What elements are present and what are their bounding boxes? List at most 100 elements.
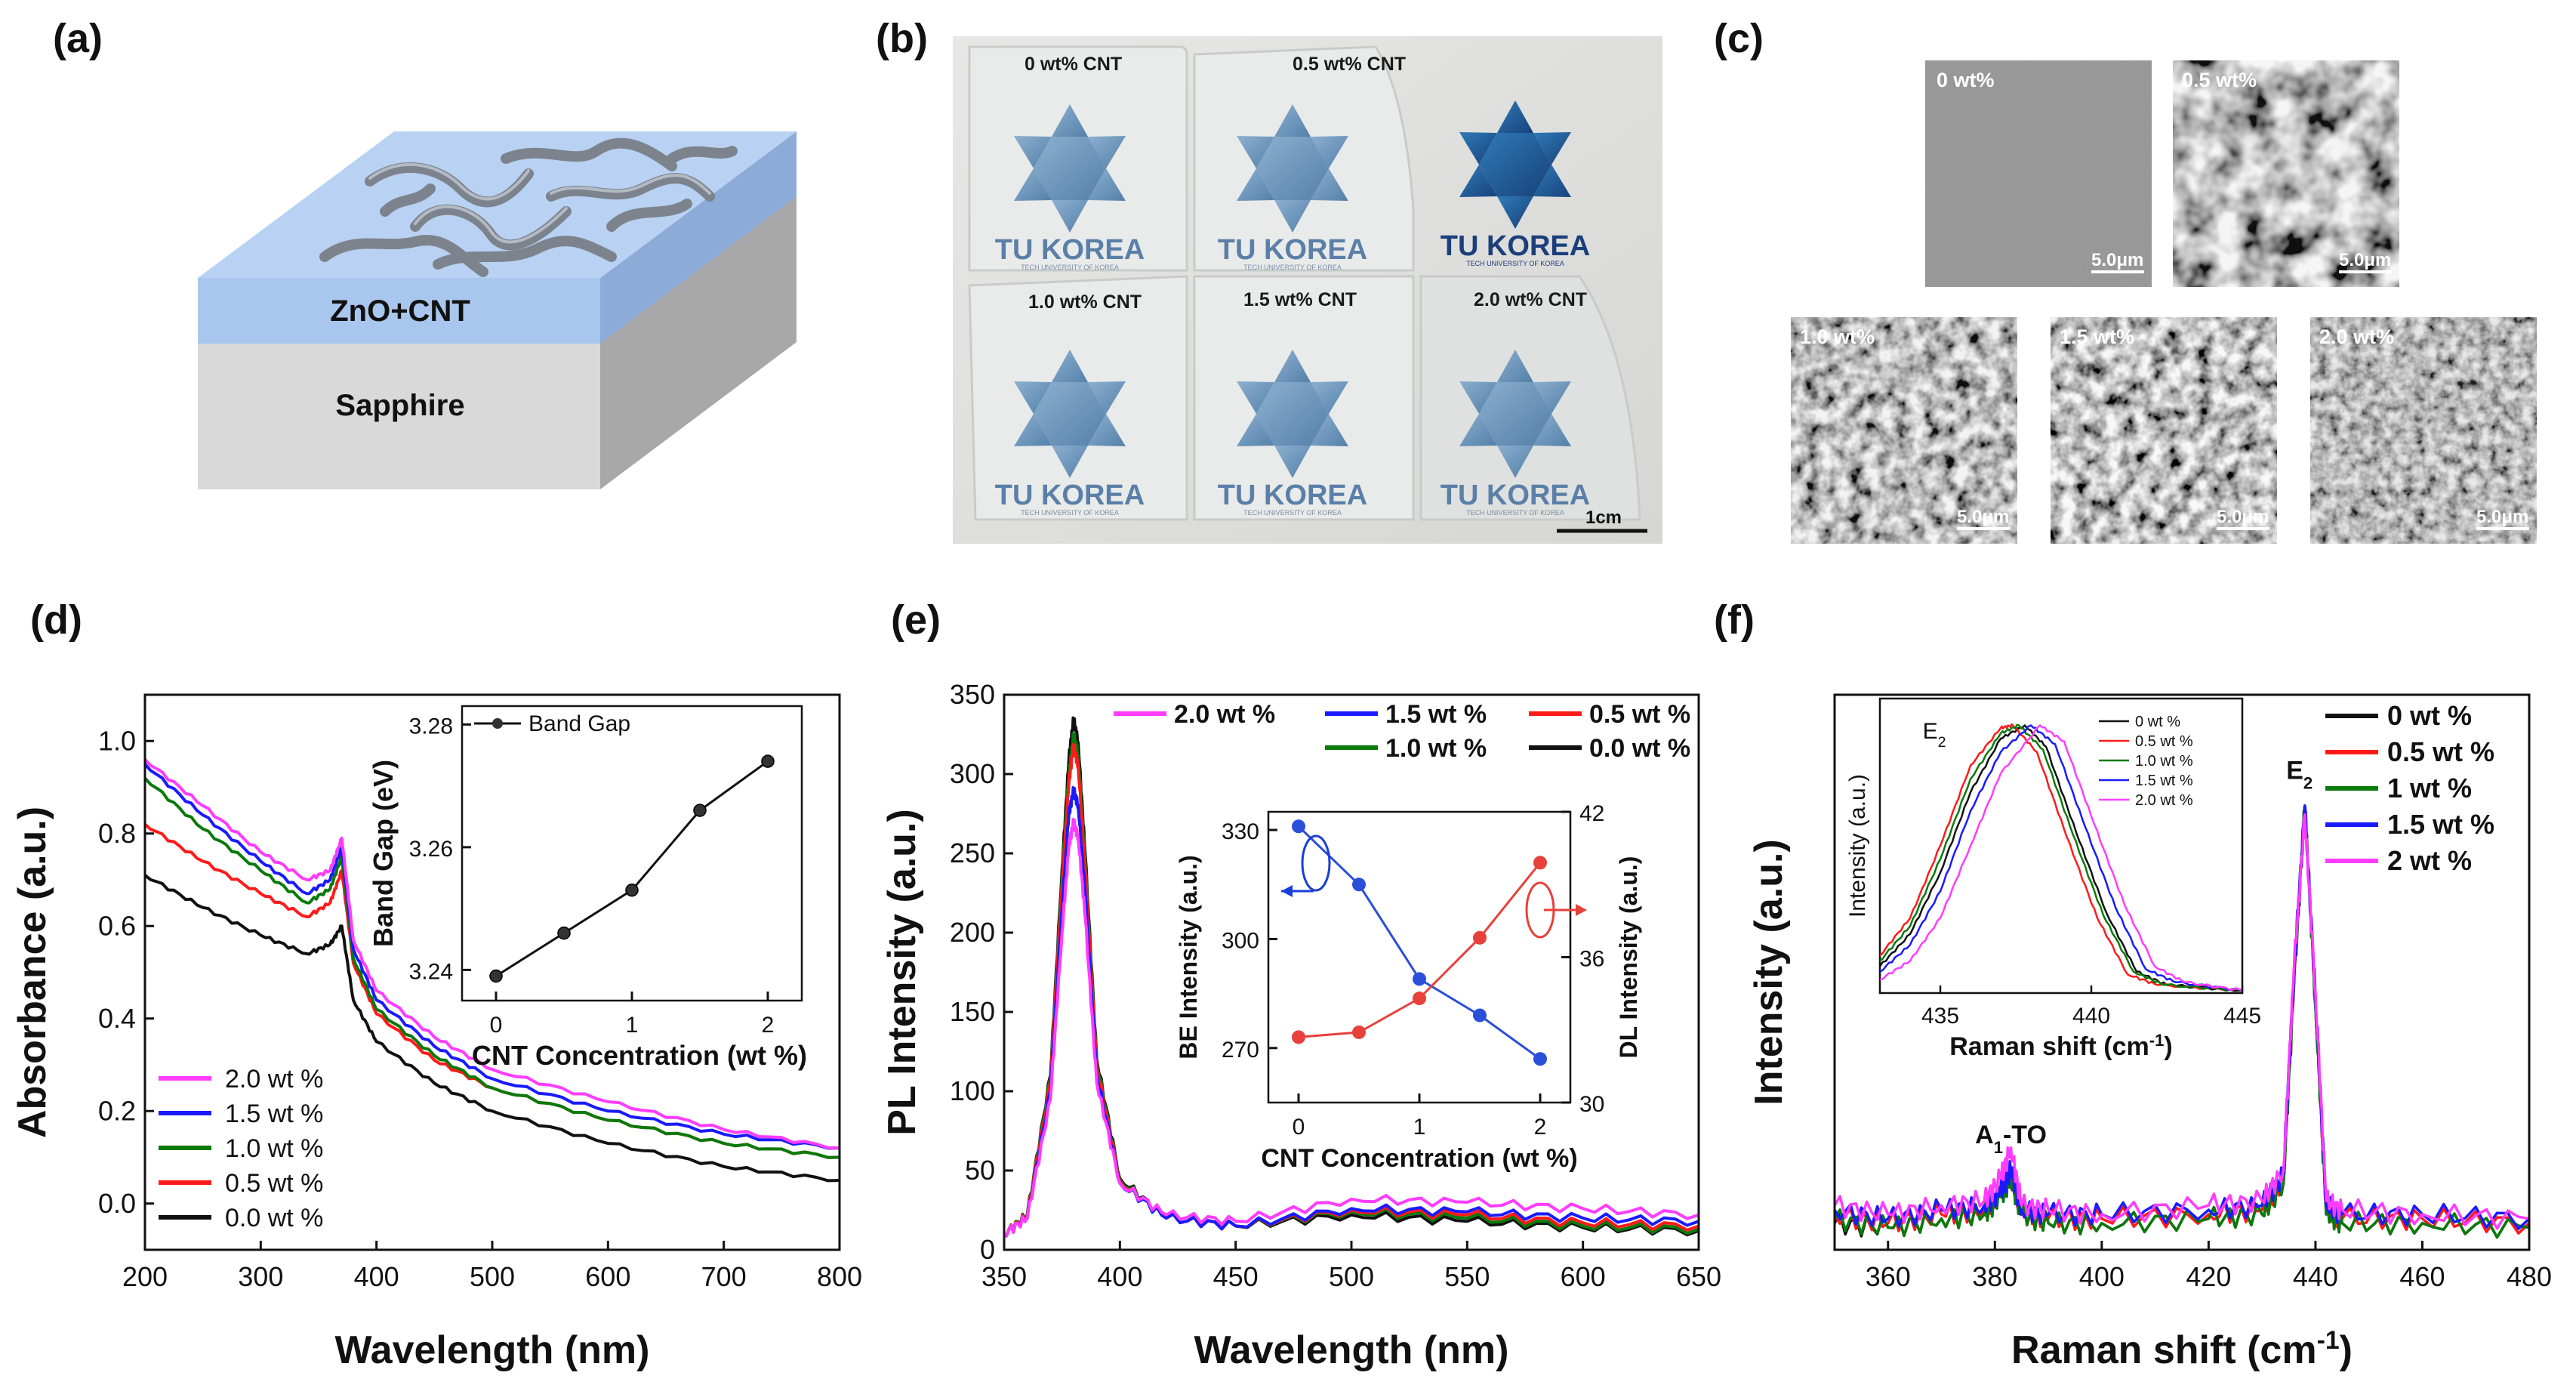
- chart-e-inset-right-ytick-label: 36: [1579, 947, 1604, 972]
- logo-text: TU KOREA: [1218, 234, 1367, 266]
- panel-label-a: (a): [53, 16, 103, 61]
- chart-d-legend-label: 1.5 wt %: [225, 1100, 323, 1128]
- sample-caption-05: 0.5 wt% CNT: [1293, 54, 1406, 75]
- absorbance-line: [143, 763, 840, 1150]
- chart-e-xtick-label: 500: [1329, 1261, 1374, 1292]
- sem-texture-0: [1925, 60, 2152, 287]
- cnt-fiber: [365, 162, 534, 208]
- chart-f-inset-xtick-label: 440: [2072, 1004, 2110, 1029]
- chart-e-inset-ylabel: BE Intensity (a.u.): [1175, 855, 1202, 1059]
- inset-DL-point: [1533, 856, 1547, 870]
- chart-e-legend-label: 1.0 wt %: [1385, 734, 1487, 763]
- sem-texture-15: [2051, 317, 2277, 544]
- panel-label-b: (b): [876, 16, 928, 61]
- chart-d-inset-xtick-label: 2: [762, 1013, 775, 1038]
- chart-e-xlabel: Wavelength (nm): [1194, 1328, 1509, 1372]
- inset-DL-point: [1473, 930, 1487, 945]
- sem-label-05: 0.5 wt%: [2182, 69, 2257, 91]
- cnt-fiber: [380, 184, 436, 217]
- cnt-fiber: [546, 173, 715, 202]
- sem-label-20: 2.0 wt%: [2319, 325, 2394, 348]
- chart-f-inset-legend-label: 0.5 wt %: [2135, 733, 2193, 750]
- chart-d: 200 300 400 500 600 700 800 0.0 0.2 0.4 0.6 0.8 1.0 W…: [11, 693, 862, 1372]
- chart-f-inset-legend-label: 1.5 wt %: [2135, 773, 2193, 789]
- cnt-fiber: [667, 146, 738, 164]
- chart-d-xlabel: Wavelength (nm): [335, 1328, 650, 1372]
- cnt-network: [319, 137, 738, 277]
- zno-layer-side: [600, 131, 797, 344]
- chart-f-inset-xlabel-part: Raman shift (cm: [1949, 1032, 2149, 1061]
- chart-f-annotation-part: 1: [1994, 1137, 2003, 1156]
- chart-e-xtick-label: 650: [1676, 1261, 1721, 1292]
- band-gap-point: [693, 803, 707, 817]
- chart-d-ytick-label: 0.2: [98, 1095, 136, 1126]
- panel-label-f: (f): [1714, 597, 1755, 643]
- chart-f-xtick-label: 380: [1972, 1261, 2017, 1292]
- chart-e-inset-xtick-label: 0: [1293, 1115, 1305, 1140]
- chart-f-inset-xtick-label: 435: [1921, 1004, 1959, 1029]
- sample-caption-0: 0 wt% CNT: [1025, 54, 1122, 75]
- chart-f-inset-legend-label: 0 wt %: [2135, 714, 2180, 730]
- chart-f-inset-annotation-part: 2: [1938, 734, 1946, 751]
- inset-BE-point: [1533, 1052, 1547, 1066]
- band-gap-point: [489, 969, 503, 983]
- chart-d-xtick-label: 600: [585, 1261, 630, 1292]
- chart-e-ylabel: PL Intensity (a.u.): [880, 809, 924, 1135]
- inset-raman-line: [1879, 723, 2243, 992]
- chart-e-inset-xtick-label: 1: [1413, 1115, 1426, 1140]
- chart-f-xtick-label: 460: [2399, 1261, 2445, 1292]
- chart-f-xtick-label: 400: [2079, 1261, 2125, 1292]
- band-gap-point: [557, 926, 571, 940]
- sem-label-10: 1.0 wt%: [1800, 325, 1875, 348]
- chart-f-legend-label: 2 wt %: [2387, 845, 2472, 876]
- sem-images: 0 wt% 0.5 wt% 1.0 wt% 1.5 wt% 2.0 wt% 5.…: [1791, 60, 2537, 544]
- chart-d-inset-xlabel: CNT Concentration (wt %): [472, 1040, 807, 1071]
- logo-subtext: TECH UNIVERSITY OF KOREA: [1466, 260, 1564, 267]
- sem-texture-10: [1791, 317, 2017, 544]
- chart-f-legend-label: 0.5 wt %: [2387, 736, 2494, 767]
- inset-raman-line: [1879, 724, 2243, 992]
- chart-f-xtick-label: 420: [2186, 1261, 2231, 1292]
- chart-e-inset-bg: [1268, 812, 1570, 1103]
- chart-e-ytick-label: 200: [950, 917, 995, 948]
- chart-f-inset-annotation: E2: [1923, 719, 1946, 751]
- chart-e-inset-y2label: DL Intensity (a.u.): [1615, 856, 1642, 1059]
- chart-e-legend-label: 1.5 wt %: [1385, 700, 1487, 729]
- chart-e-xtick-label: 550: [1444, 1261, 1490, 1292]
- cnt-fiber-shine: [414, 205, 568, 244]
- absorbance-line: [143, 776, 840, 1159]
- chart-f-ylabel: Intensity (a.u.): [1747, 839, 1791, 1105]
- chart-f-annotation-part: -TO: [2003, 1121, 2047, 1149]
- cnt-fiber: [606, 199, 692, 232]
- raman-line: [1833, 804, 2530, 1239]
- chart-f-xlabel-part: Raman shift (cm: [2011, 1328, 2317, 1372]
- cnt-fiber: [410, 204, 572, 251]
- sample-caption-20: 2.0 wt% CNT: [1474, 289, 1587, 310]
- cnt-fiber: [433, 236, 617, 270]
- sample-caption-15: 1.5 wt% CNT: [1243, 289, 1357, 310]
- chart-e-legend-label: 0.5 wt %: [1589, 700, 1690, 729]
- inset-DL-point: [1292, 1030, 1305, 1044]
- chart-d-xtick-label: 400: [354, 1261, 399, 1292]
- sem-texture-20: [2310, 317, 2537, 544]
- raman-line: [1833, 804, 2531, 1231]
- chart-d-ytick-label: 1.0: [98, 725, 136, 756]
- inset-DL-point: [1413, 992, 1426, 1006]
- chart-d-inset-bg: [462, 706, 802, 1001]
- chart-d-xtick-label: 500: [470, 1261, 515, 1292]
- chart-d-legend-label: 0.0 wt %: [225, 1204, 323, 1232]
- chart-e-ytick-label: 100: [950, 1075, 995, 1106]
- inset-raman-line: [1879, 724, 2243, 992]
- chart-d-xtick-label: 300: [238, 1261, 283, 1292]
- sapphire-side: [600, 196, 797, 489]
- sem-scale-20: 5.0μm: [2476, 507, 2528, 527]
- sem-label-15: 1.5 wt%: [2060, 325, 2134, 348]
- inset-BE-point: [1473, 1008, 1487, 1022]
- sem-label-0: 0 wt%: [1937, 69, 1995, 91]
- inset-DL-point: [1352, 1025, 1366, 1039]
- chart-d-ytick-label: 0.0: [98, 1188, 136, 1219]
- chart-f-annotation: E2: [2286, 757, 2313, 793]
- cnt-highlight: [368, 162, 711, 244]
- chart-d-inset-ytick-label: 3.28: [409, 714, 453, 739]
